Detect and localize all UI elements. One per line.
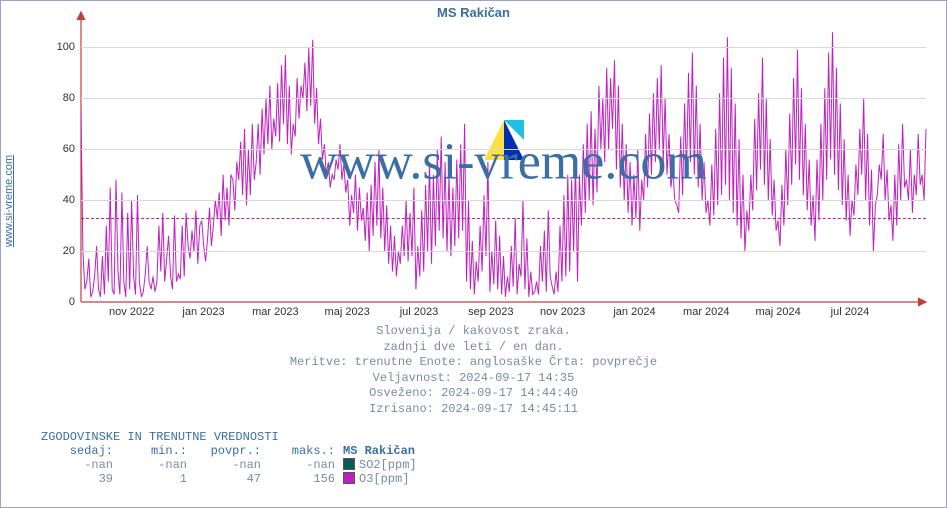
- x-tick-label: mar 2024: [683, 306, 729, 318]
- x-tick-label: sep 2023: [468, 306, 513, 318]
- plot-area: www.si-vreme.com 020406080100nov 2022jan…: [81, 22, 926, 302]
- subtitle-line: Izrisano: 2024-09-17 14:45:11: [1, 402, 946, 418]
- x-tick-label: nov 2023: [540, 306, 585, 318]
- x-tick-label: nov 2022: [109, 306, 154, 318]
- reference-line: [81, 218, 926, 219]
- y-gridline: [81, 200, 926, 201]
- stats-header-cell: maks.:: [263, 444, 337, 458]
- subtitle-line: Slovenija / kakovost zraka.: [1, 324, 946, 340]
- stats-table: ZGODOVINSKE IN TRENUTNE VREDNOSTI sedaj:…: [41, 430, 946, 486]
- y-tick-label: 20: [63, 245, 75, 257]
- subtitle-line: zadnji dve leti / en dan.: [1, 340, 946, 356]
- stats-value-cell: 47: [189, 472, 263, 486]
- stats-value-cell: 156: [263, 472, 337, 486]
- stats-value-cell: -nan: [115, 458, 189, 472]
- y-gridline: [81, 149, 926, 150]
- stats-legend-header: MS Rakičan: [337, 444, 419, 458]
- stats-value-cell: -nan: [189, 458, 263, 472]
- subtitle-line: Veljavnost: 2024-09-17 14:35: [1, 371, 946, 387]
- subtitle-block: Slovenija / kakovost zraka.zadnji dve le…: [1, 324, 946, 418]
- legend-color-square: [343, 472, 355, 484]
- y-tick-label: 100: [57, 41, 75, 53]
- stats-value-cell: -nan: [41, 458, 115, 472]
- y-gridline: [81, 98, 926, 99]
- x-tick-label: mar 2023: [252, 306, 298, 318]
- subtitle-line: Osveženo: 2024-09-17 14:44:40: [1, 386, 946, 402]
- stats-header-cell: sedaj:: [41, 444, 115, 458]
- x-tick-label: maj 2023: [325, 306, 370, 318]
- x-tick-label: jul 2024: [831, 306, 870, 318]
- y-gridline: [81, 251, 926, 252]
- stats-table-title: ZGODOVINSKE IN TRENUTNE VREDNOSTI: [41, 430, 946, 444]
- stats-legend-cell: O3[ppm]: [337, 472, 419, 486]
- x-tick-label: jan 2023: [182, 306, 224, 318]
- stats-header-cell: povpr.:: [189, 444, 263, 458]
- stats-value-cell: -nan: [263, 458, 337, 472]
- stats-value-cell: 39: [41, 472, 115, 486]
- legend-color-square: [343, 458, 355, 470]
- y-axis-source: www.si-vreme.com: [3, 155, 15, 247]
- y-gridline: [81, 47, 926, 48]
- stats-value-cell: 1: [115, 472, 189, 486]
- y-tick-label: 40: [63, 194, 75, 206]
- y-tick-label: 80: [63, 92, 75, 104]
- stats-legend-cell: SO2[ppm]: [337, 458, 419, 472]
- subtitle-line: Meritve: trenutne Enote: anglosaške Črta…: [1, 355, 946, 371]
- y-tick-label: 0: [69, 296, 75, 308]
- x-tick-label: jan 2024: [613, 306, 655, 318]
- stats-header-cell: min.:: [115, 444, 189, 458]
- plot-svg: [81, 12, 926, 302]
- x-tick-label: maj 2024: [755, 306, 800, 318]
- x-tick-label: jul 2023: [400, 306, 439, 318]
- y-tick-label: 60: [63, 143, 75, 155]
